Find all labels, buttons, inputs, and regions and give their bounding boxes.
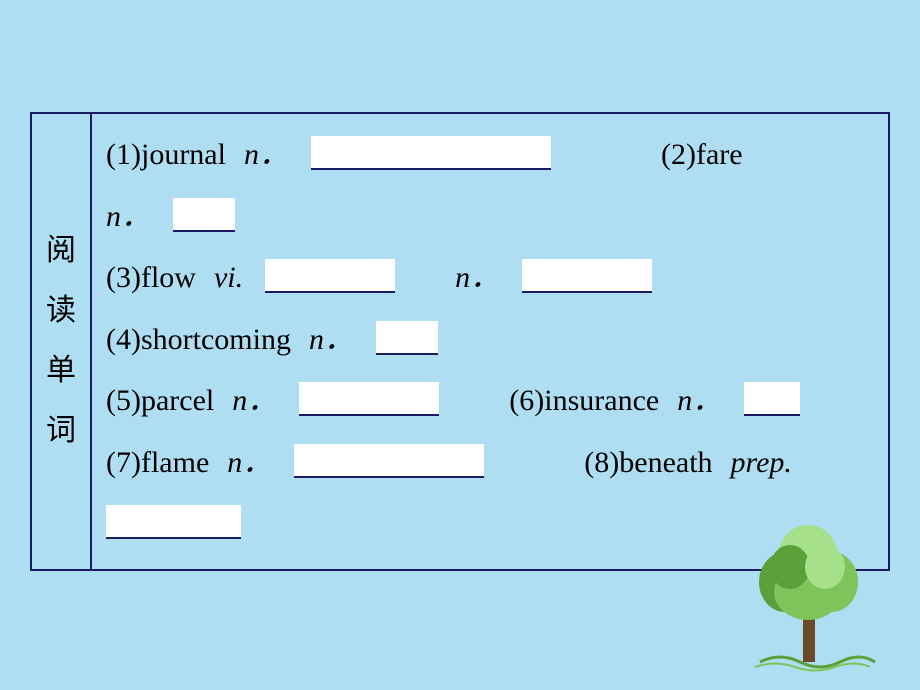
content-line: n． bbox=[106, 186, 874, 248]
side-char: 词 bbox=[46, 401, 76, 461]
entry-pos: vi. bbox=[214, 261, 243, 294]
entry-word: parcel bbox=[141, 384, 214, 417]
side-char: 单 bbox=[46, 341, 76, 401]
entry-num: (2) bbox=[661, 138, 696, 171]
entry-word: flow bbox=[141, 261, 196, 294]
entry-num: (7) bbox=[106, 446, 141, 479]
side-char: 读 bbox=[46, 281, 76, 341]
blank-field bbox=[106, 505, 241, 539]
blank-field bbox=[522, 259, 652, 293]
entry-pos: n． bbox=[227, 446, 272, 479]
side-label-cell: 阅 读 单 词 bbox=[32, 114, 92, 569]
blank-field bbox=[294, 444, 484, 478]
blank-field bbox=[299, 382, 439, 416]
table-row: 阅 读 单 词 (1)journal n． (2)fare n． (3)flowvi… bbox=[32, 114, 888, 569]
entry-num: (4) bbox=[106, 323, 141, 356]
entry-word: fare bbox=[696, 138, 743, 171]
entry-pos: n． bbox=[232, 384, 277, 417]
blank-field bbox=[311, 136, 551, 170]
tree-icon bbox=[740, 512, 880, 672]
entry-pos: prep. bbox=[731, 446, 792, 479]
entry-pos: n． bbox=[309, 323, 354, 356]
entry-num: (1) bbox=[106, 138, 141, 171]
entry-word: flame bbox=[141, 446, 209, 479]
entry-pos: n． bbox=[455, 261, 500, 294]
entry-num: (5) bbox=[106, 384, 141, 417]
content-line: (3)flow vi. n． bbox=[106, 247, 874, 309]
entry-word: journal bbox=[141, 138, 226, 171]
vocab-table: 阅 读 单 词 (1)journal n． (2)fare n． (3)flowvi… bbox=[30, 112, 890, 571]
entry-pos: n． bbox=[244, 138, 289, 171]
blank-field bbox=[376, 321, 438, 355]
side-char: 阅 bbox=[46, 221, 76, 281]
content-line: (5)parcel n． (6)insurance n． bbox=[106, 370, 874, 432]
content-line: (7)flame n． (8)beneath prep. bbox=[106, 432, 874, 494]
entry-num: (6) bbox=[509, 384, 544, 417]
content-cell: (1)journal n． (2)fare n． (3)flow vi. n． (4)s… bbox=[92, 114, 888, 569]
content-line: (4)shortcoming n． bbox=[106, 309, 874, 371]
entry-num: (3) bbox=[106, 261, 141, 294]
entry-pos: n． bbox=[106, 200, 151, 233]
blank-field bbox=[173, 198, 235, 232]
entry-word: beneath bbox=[619, 446, 712, 479]
entry-pos: n． bbox=[677, 384, 722, 417]
content-line: (1)journal n． (2)fare bbox=[106, 124, 874, 186]
entry-word: shortcoming bbox=[141, 323, 291, 356]
blank-field bbox=[265, 259, 395, 293]
entry-word: insurance bbox=[544, 384, 659, 417]
entry-num: (8) bbox=[584, 446, 619, 479]
blank-field bbox=[744, 382, 800, 416]
